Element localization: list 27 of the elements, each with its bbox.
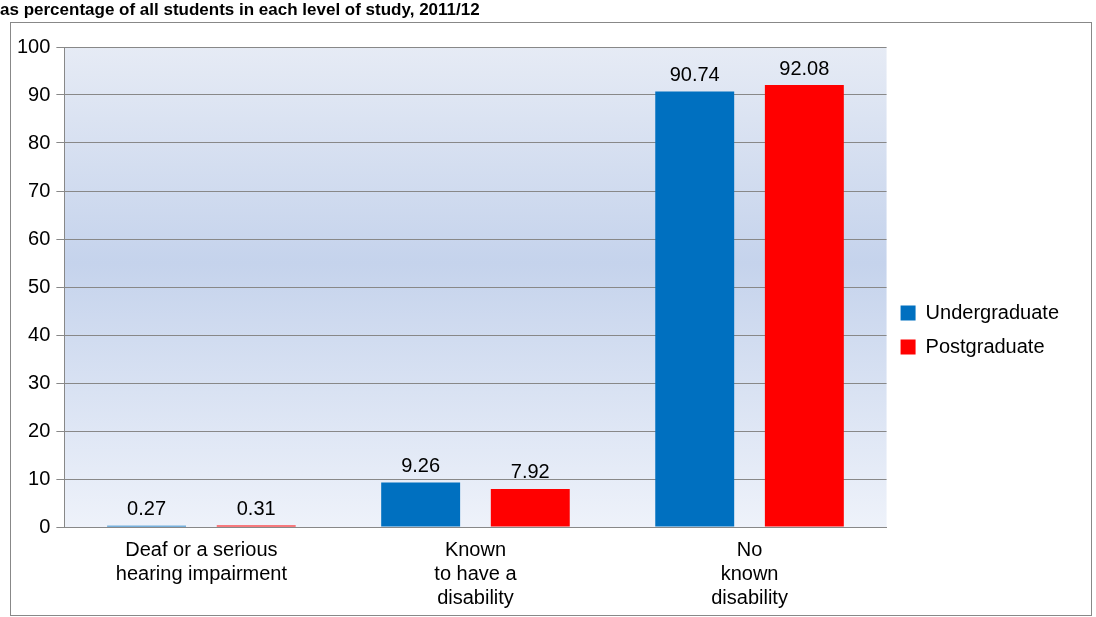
x-tick-label: Known to have a disability	[434, 537, 518, 608]
data-label: 0.27	[127, 497, 167, 520]
y-tick-label: 90	[28, 82, 51, 105]
legend-label: Undergraduate	[925, 300, 1060, 323]
y-tick-label: 70	[28, 178, 51, 201]
y-tick-label: 0	[39, 514, 51, 537]
data-label: 7.92	[510, 460, 550, 483]
data-label: 90.74	[669, 62, 720, 85]
bar	[381, 482, 461, 527]
y-tick-label: 80	[28, 130, 51, 153]
y-tick-label: 20	[28, 418, 51, 441]
legend-label: Postgraduate	[925, 334, 1045, 357]
y-tick-label: 100	[16, 34, 51, 57]
y-tick-label: 40	[28, 322, 51, 345]
x-tick-label: No known disability	[711, 537, 788, 608]
x-tick-label: Deaf or a serious hearing impairment	[115, 537, 288, 584]
data-label: 92.08	[779, 56, 830, 79]
y-tick-label: 50	[28, 274, 51, 297]
bar	[490, 488, 570, 527]
chart-title: as percentage of all students in each level of study, 2011/12	[0, 0, 480, 20]
y-tick-label: 60	[28, 226, 51, 249]
bar	[655, 91, 735, 527]
y-tick-label: 30	[28, 370, 51, 393]
bar	[764, 85, 844, 527]
y-tick-label: 10	[28, 466, 51, 489]
data-label: 9.26	[401, 454, 441, 477]
data-label: 0.31	[236, 497, 276, 520]
